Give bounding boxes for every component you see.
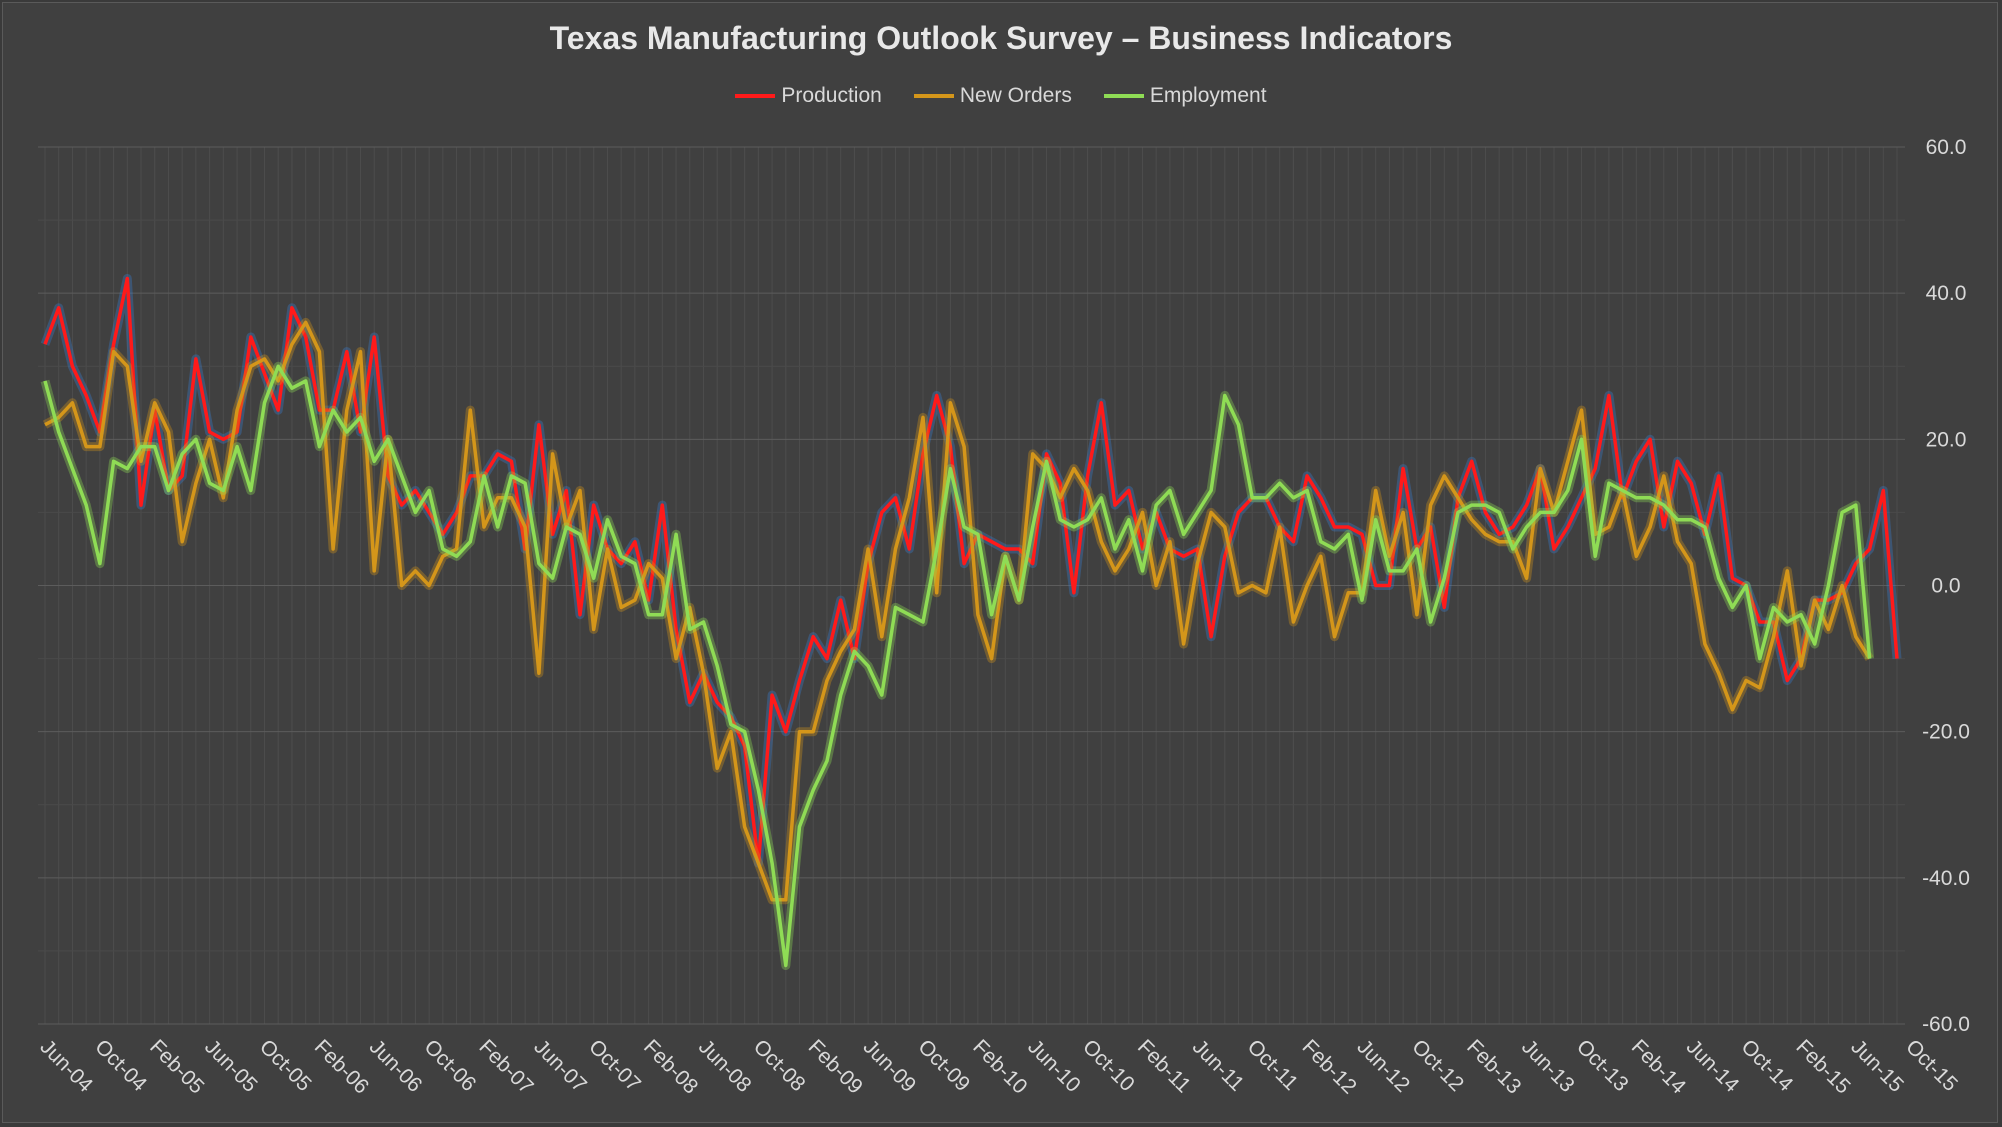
x-tick-label: Feb-09 xyxy=(804,1035,867,1098)
y-tick-label: -40.0 xyxy=(1922,867,1970,890)
x-tick-label: Feb-07 xyxy=(474,1035,537,1098)
legend-item-employment[interactable]: Employment xyxy=(1103,84,1267,108)
x-tick-label: Jun-14 xyxy=(1682,1035,1744,1097)
x-tick-label: Jun-05 xyxy=(200,1035,262,1097)
legend-item-new-orders[interactable]: New Orders xyxy=(913,84,1072,108)
y-tick-label: 60.0 xyxy=(1926,136,1967,159)
x-tick-label: Jun-10 xyxy=(1023,1035,1085,1097)
x-tick-label: Feb-05 xyxy=(145,1035,208,1098)
x-tick-label: Jun-09 xyxy=(859,1035,921,1097)
legend-label-new-orders: New Orders xyxy=(959,84,1072,107)
x-tick-label: Oct-08 xyxy=(749,1035,810,1096)
x-tick-label: Jun-08 xyxy=(694,1035,756,1097)
y-tick-label: 0.0 xyxy=(1931,575,1960,598)
x-tick-label: Oct-04 xyxy=(90,1035,151,1096)
x-tick-label: Jun-11 xyxy=(1188,1035,1249,1096)
y-axis-ticks: 60.0 40.0 20.0 0.0 -20.0 -40.0 -60.0 xyxy=(1922,136,1970,1036)
legend-item-production[interactable]: Production xyxy=(735,84,882,108)
x-tick-label: Oct-05 xyxy=(255,1035,316,1096)
x-tick-label: Jun-15 xyxy=(1846,1035,1908,1097)
chart-title: Texas Manufacturing Outlook Survey – Bus… xyxy=(549,20,1453,56)
x-tick-label: Feb-06 xyxy=(310,1035,373,1098)
x-tick-label: Feb-12 xyxy=(1298,1035,1361,1098)
x-tick-label: Oct-11 xyxy=(1243,1035,1303,1095)
legend-swatch-new-orders xyxy=(913,94,954,98)
series-line-employment[interactable] xyxy=(43,364,1872,968)
x-tick-label: Oct-09 xyxy=(913,1035,974,1096)
x-tick-label: Feb-15 xyxy=(1791,1035,1854,1098)
x-tick-label: Oct-15 xyxy=(1901,1035,1962,1096)
chart-legend: Production New Orders Employment xyxy=(0,84,2002,108)
series-lines xyxy=(40,274,1902,970)
x-tick-label: Jun-06 xyxy=(365,1035,427,1097)
x-tick-label: Oct-12 xyxy=(1407,1035,1468,1096)
series-line-new-orders[interactable] xyxy=(44,320,1872,902)
x-tick-label: Oct-14 xyxy=(1737,1035,1798,1096)
x-tick-label: Feb-10 xyxy=(968,1035,1031,1098)
x-tick-label: Jun-13 xyxy=(1517,1035,1579,1097)
x-tick-label: Oct-07 xyxy=(584,1035,645,1096)
x-axis-ticks: Jun-04Oct-04Feb-05Jun-05Oct-05Feb-06Jun-… xyxy=(35,1035,1962,1099)
y-tick-label: 40.0 xyxy=(1926,282,1967,305)
x-tick-label: Feb-11 xyxy=(1133,1035,1195,1097)
x-tick-label: Feb-13 xyxy=(1462,1035,1525,1098)
x-tick-label: Jun-07 xyxy=(529,1035,591,1097)
x-tick-label: Oct-06 xyxy=(420,1035,481,1096)
y-tick-label: -60.0 xyxy=(1922,1013,1970,1036)
x-tick-label: Oct-13 xyxy=(1572,1035,1633,1096)
y-tick-label: 20.0 xyxy=(1926,428,1967,451)
x-tick-label: Feb-08 xyxy=(639,1035,702,1098)
legend-label-production: Production xyxy=(781,84,882,107)
y-tick-label: -20.0 xyxy=(1922,721,1970,744)
x-tick-label: Oct-10 xyxy=(1078,1035,1139,1096)
x-tick-label: Jun-12 xyxy=(1352,1035,1414,1097)
x-tick-label: Feb-14 xyxy=(1627,1035,1691,1099)
legend-swatch-employment xyxy=(1103,94,1144,98)
legend-label-employment: Employment xyxy=(1149,84,1267,107)
legend-swatch-production xyxy=(735,94,776,98)
x-tick-label: Jun-04 xyxy=(35,1035,97,1097)
